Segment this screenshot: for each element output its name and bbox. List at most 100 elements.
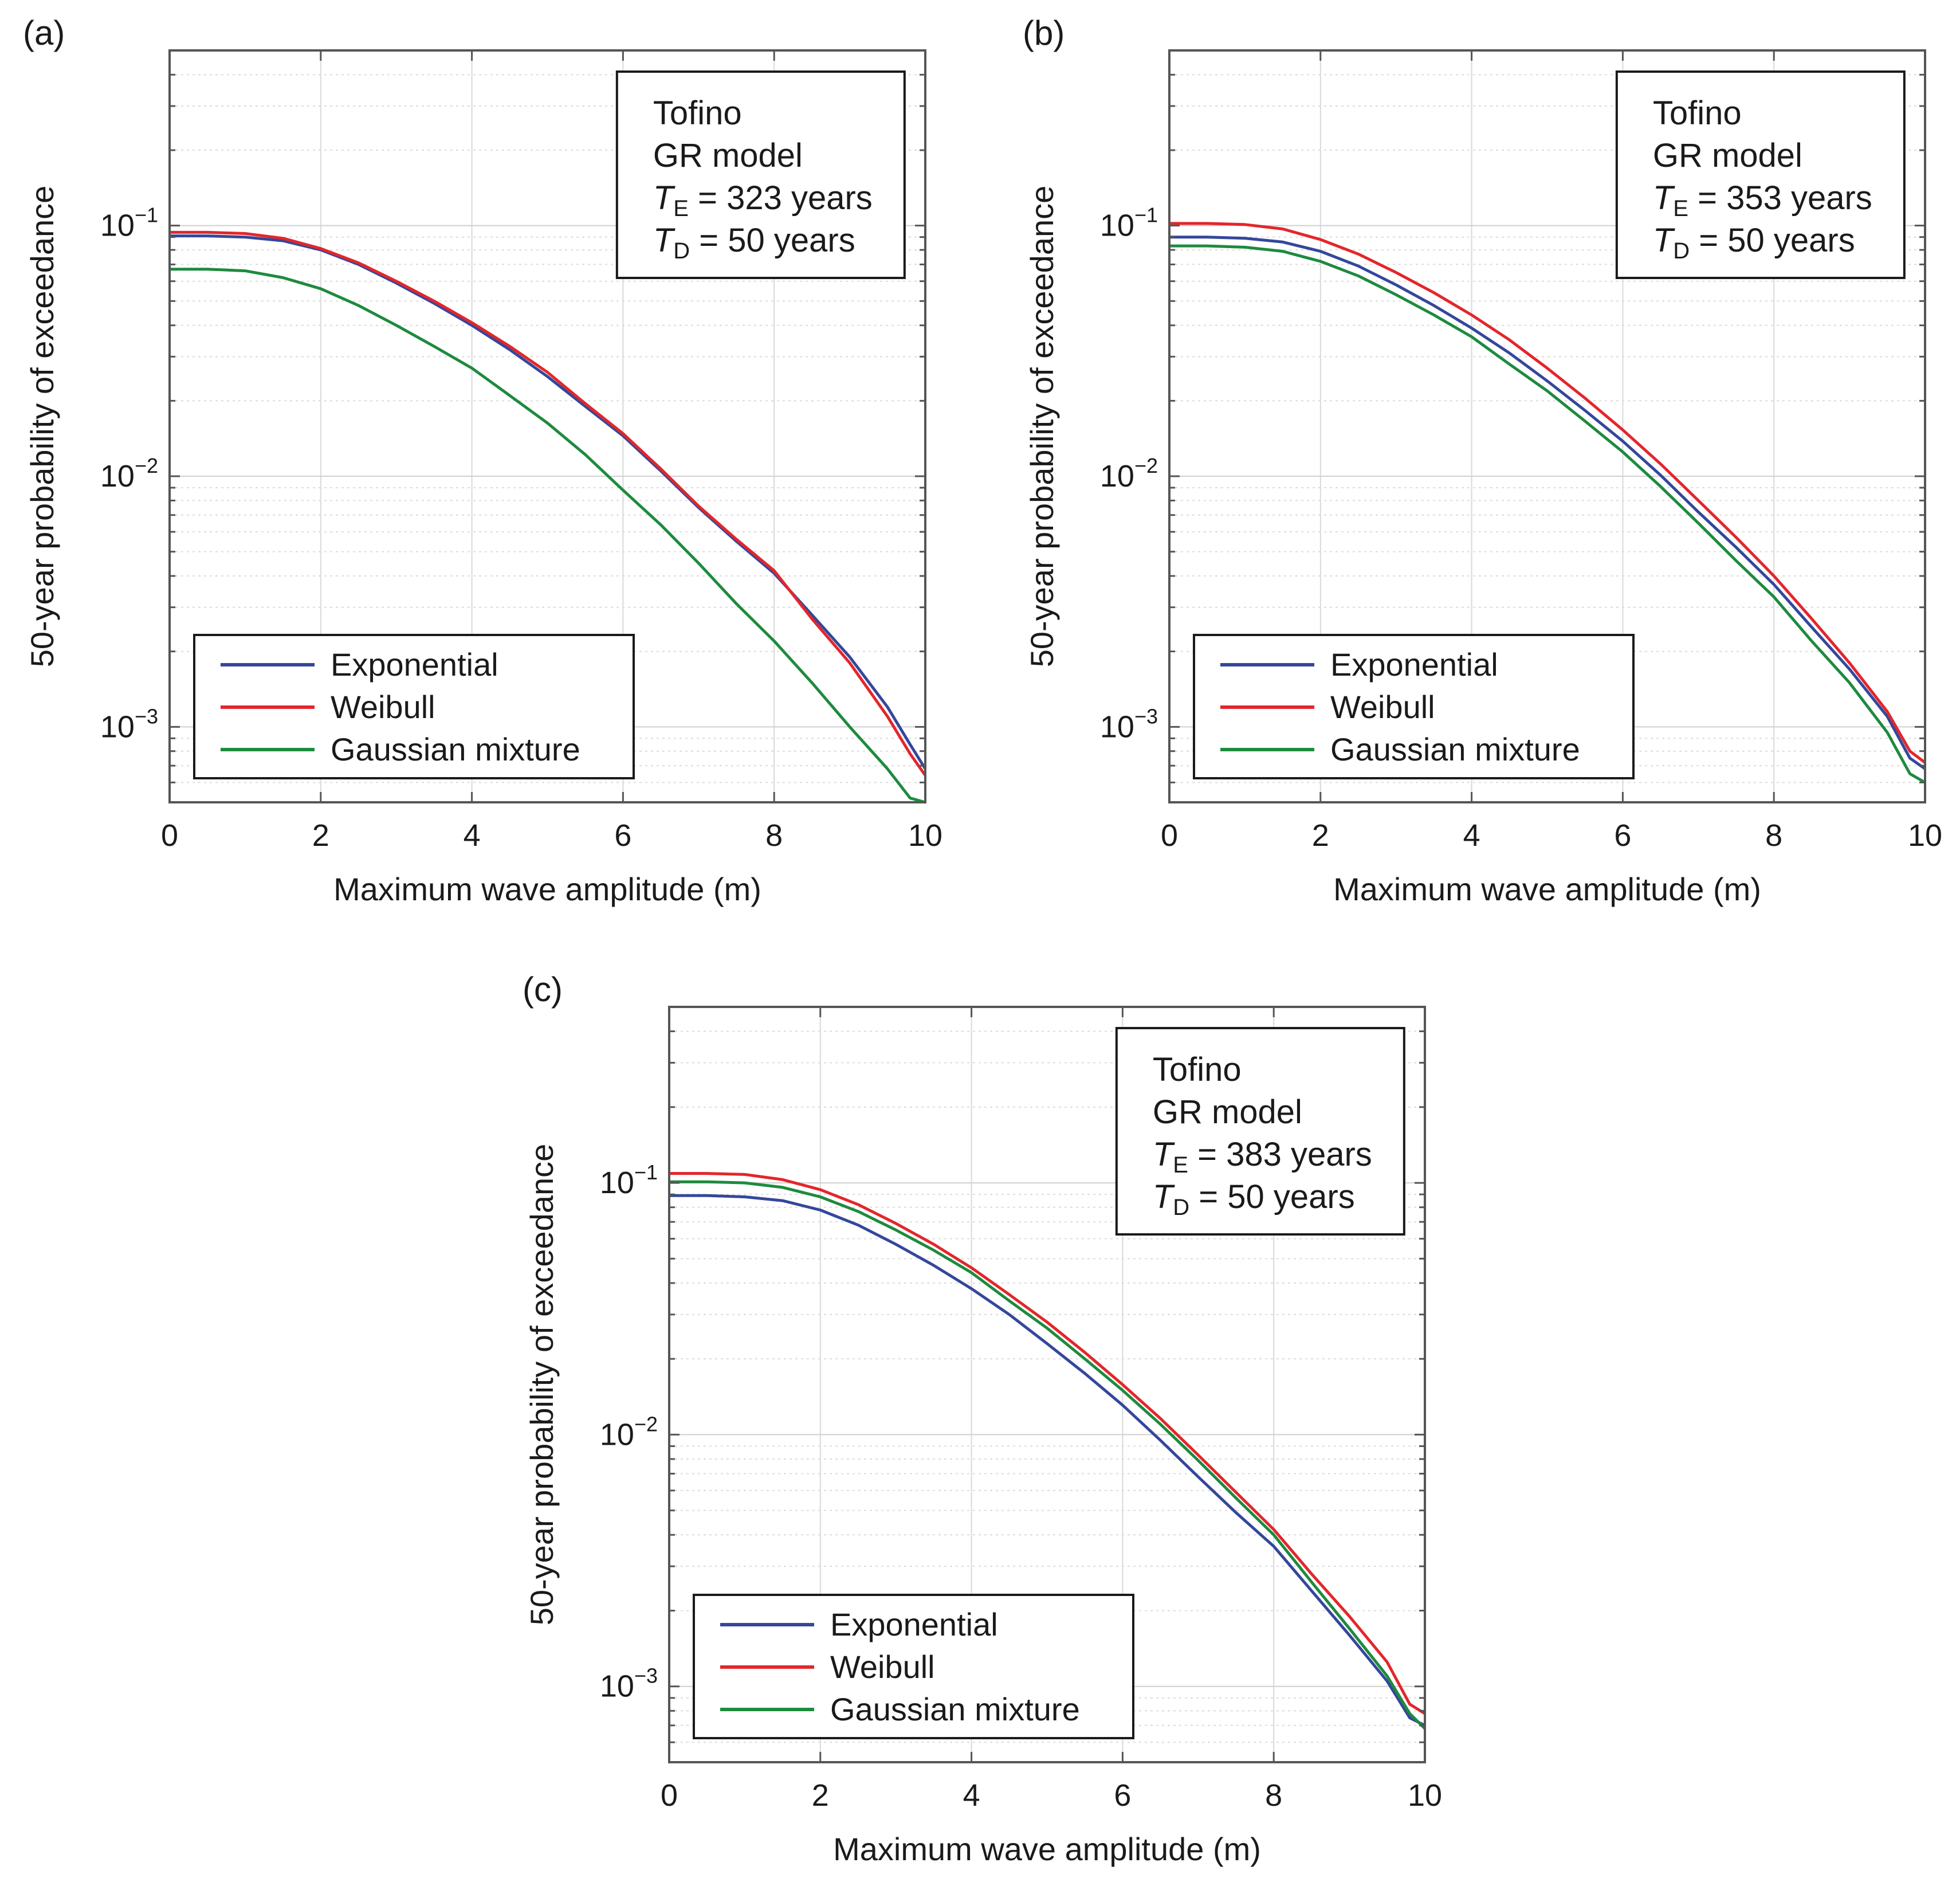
legend: Exponential Weibull Gaussian mixture <box>193 634 635 779</box>
legend-label: Gaussian mixture <box>331 731 580 767</box>
y-tick-exponent: −2 <box>135 454 158 477</box>
y-tick-exponent: −1 <box>135 203 158 227</box>
x-tick-label: 10 <box>908 818 942 853</box>
y-tick-exponent: −1 <box>634 1160 658 1184</box>
x-tick-label: 8 <box>765 818 783 853</box>
x-tick-label: 6 <box>614 818 631 853</box>
x-tick-label: 4 <box>963 1778 980 1813</box>
series-group <box>170 230 927 804</box>
y-tick-label: 10−2 <box>600 1412 658 1452</box>
annotation-te: TE = 323 years <box>653 179 873 221</box>
x-tick-label: 4 <box>464 818 481 853</box>
y-tick-label: 10−3 <box>100 704 158 744</box>
annotation-te: TE = 383 years <box>1153 1136 1372 1178</box>
panel-label: (b) <box>1023 14 1065 52</box>
annotation-site: Tofino <box>1153 1051 1242 1088</box>
x-tick-label: 6 <box>1614 818 1631 853</box>
series-line-exponential <box>170 234 927 770</box>
annotation-te-sub: E <box>1673 196 1688 221</box>
annotation-model: GR model <box>653 137 803 174</box>
y-tick-base: 10 <box>600 1669 634 1704</box>
x-axis-title: Maximum wave amplitude (m) <box>1333 871 1761 907</box>
y-tick-base: 10 <box>600 1417 634 1452</box>
annotation-frame <box>1115 1027 1405 1236</box>
plot-frame <box>168 49 926 803</box>
y-tick-label: 10−1 <box>1100 203 1158 243</box>
annotation-te-sub: E <box>673 196 689 221</box>
series-line-gaussian-mixture <box>170 268 926 804</box>
legend-label: Exponential <box>1330 646 1498 683</box>
series-line-exponential <box>669 1194 1426 1727</box>
series-line-weibull <box>669 1172 1426 1715</box>
y-axis-title: 50-year probability of exceedance <box>524 1144 560 1626</box>
annotation-td-sub: D <box>1673 238 1690 264</box>
y-tick-exponent: −3 <box>634 1664 658 1688</box>
annotation-site: Tofino <box>653 95 742 132</box>
y-tick-label: 10−2 <box>1100 454 1158 493</box>
y-tick-exponent: −1 <box>1134 203 1158 227</box>
y-tick-label: 10−3 <box>600 1664 658 1704</box>
legend-label: Weibull <box>1330 689 1435 725</box>
x-tick-label: 6 <box>1114 1778 1131 1813</box>
annotation-td-sub: D <box>673 238 690 264</box>
y-tick-base: 10 <box>1100 209 1134 243</box>
y-tick-label: 10−1 <box>100 203 158 243</box>
y-tick-base: 10 <box>100 709 135 744</box>
series-line-weibull <box>170 230 927 777</box>
annotation-model: GR model <box>1653 137 1802 174</box>
legend: Exponential Weibull Gaussian mixture <box>1193 634 1635 779</box>
x-tick-label: 0 <box>1161 818 1178 853</box>
x-tick-label: 10 <box>1908 818 1942 853</box>
panel-label: (c) <box>523 970 563 1009</box>
legend-label: Gaussian mixture <box>830 1691 1080 1727</box>
x-axis-title: Maximum wave amplitude (m) <box>333 871 761 907</box>
y-tick-exponent: −3 <box>135 704 158 728</box>
annotation-te-var: T <box>1153 1136 1175 1173</box>
annotation-site: Tofino <box>1653 95 1742 132</box>
y-tick-base: 10 <box>1100 459 1134 493</box>
x-tick-label: 0 <box>161 818 178 853</box>
plot-frame <box>668 1006 1426 1763</box>
x-tick-label: 0 <box>661 1778 678 1813</box>
annotation-td-sub: D <box>1173 1195 1189 1220</box>
y-tick-base: 10 <box>1100 709 1134 744</box>
legend-label: Weibull <box>830 1649 935 1685</box>
annotation-td-var: T <box>1653 222 1675 259</box>
annotation-te-text: = 383 years <box>1188 1136 1372 1173</box>
x-tick-label: 2 <box>812 1778 829 1813</box>
x-tick-label: 8 <box>1765 818 1782 853</box>
series-group <box>669 1172 1426 1730</box>
x-tick-label: 10 <box>1408 1778 1442 1813</box>
y-tick-base: 10 <box>100 459 135 493</box>
annotation-te: TE = 353 years <box>1653 179 1872 221</box>
x-tick-label: 2 <box>1312 818 1329 853</box>
y-tick-exponent: −2 <box>1134 454 1158 477</box>
y-axis-title: 50-year probability of exceedance <box>1024 186 1060 668</box>
annotation-td-text: = 50 years <box>1189 1178 1355 1215</box>
series-group <box>1169 222 1926 784</box>
annotation-td: TD = 50 years <box>1653 222 1855 264</box>
y-tick-label: 10−3 <box>1100 704 1158 744</box>
y-tick-exponent: −2 <box>634 1412 658 1436</box>
legend-label: Gaussian mixture <box>1330 731 1580 767</box>
annotation-td: TD = 50 years <box>1153 1178 1355 1220</box>
series-line-gaussian-mixture <box>1169 244 1926 784</box>
annotation-td-var: T <box>653 222 675 259</box>
annotation-te-text: = 323 years <box>689 179 873 217</box>
annotation-te-var: T <box>653 179 675 217</box>
y-axis-title: 50-year probability of exceedance <box>24 186 60 668</box>
x-axis-title: Maximum wave amplitude (m) <box>833 1831 1261 1867</box>
annotation-td: TD = 50 years <box>653 222 855 264</box>
y-tick-label: 10−2 <box>100 454 158 493</box>
annotation-model: GR model <box>1153 1093 1302 1131</box>
series-line-exponential <box>1169 236 1926 770</box>
legend-label: Exponential <box>331 646 498 683</box>
x-tick-label: 8 <box>1265 1778 1282 1813</box>
legend-label: Exponential <box>830 1606 998 1642</box>
legend: Exponential Weibull Gaussian mixture <box>693 1594 1134 1739</box>
